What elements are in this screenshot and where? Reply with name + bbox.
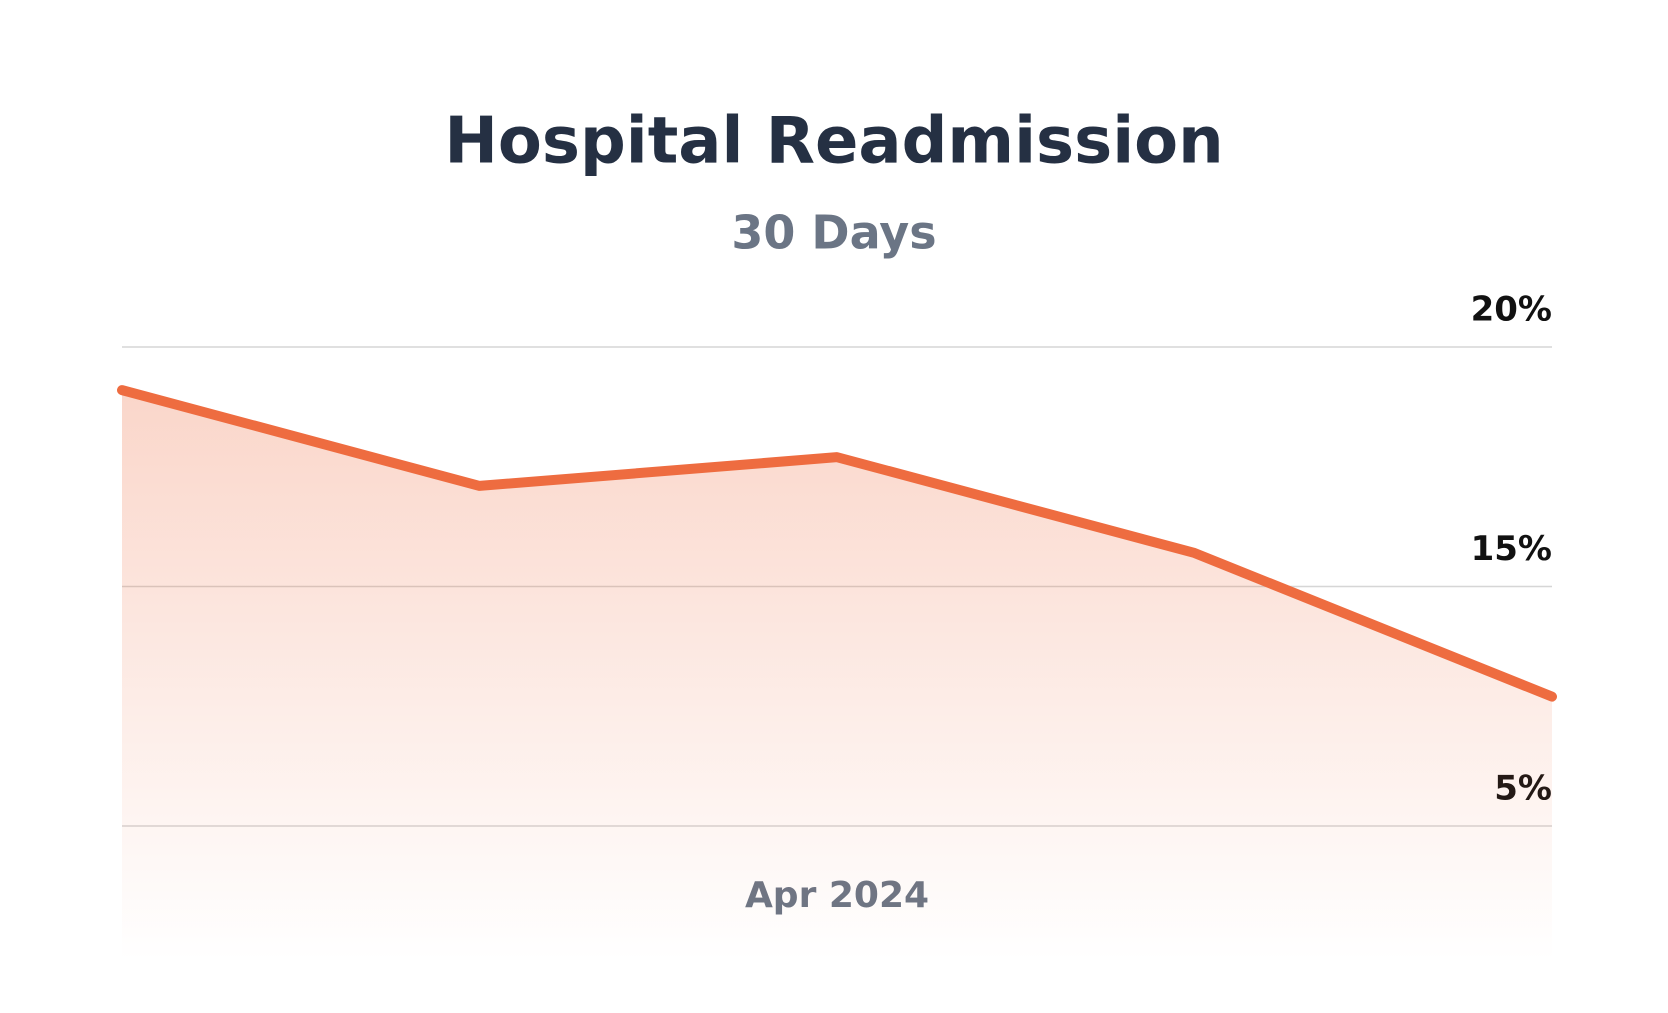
y-tick-label: 15% xyxy=(1471,529,1552,569)
y-tick-label: 20% xyxy=(1471,290,1552,330)
area-fill xyxy=(122,390,1552,960)
chart-title: Hospital Readmission xyxy=(444,105,1223,179)
line xyxy=(117,385,1557,702)
chart-subtitle: 30 Days xyxy=(731,206,936,260)
